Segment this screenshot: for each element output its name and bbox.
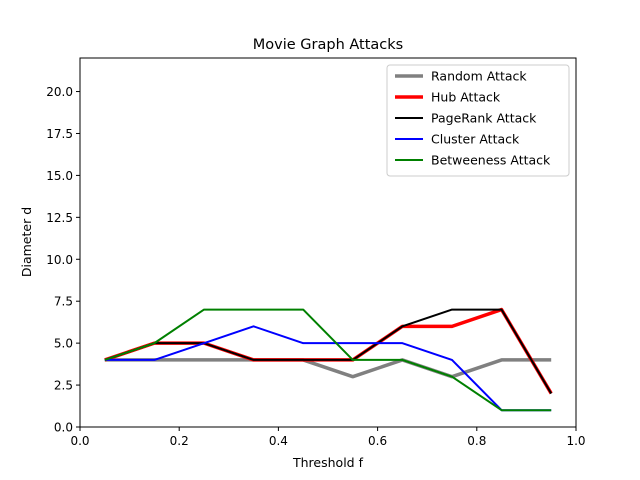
y-axis-label: Diameter d <box>19 207 34 277</box>
x-axis: 0.0 0.2 0.4 0.6 0.8 1.0 <box>70 427 586 448</box>
y-tick-label: 20.0 <box>46 85 73 99</box>
legend-label: Hub Attack <box>431 90 501 105</box>
x-tick-label: 0.8 <box>467 434 486 448</box>
y-tick-label: 0.0 <box>54 421 73 435</box>
y-tick-label: 5.0 <box>54 337 73 351</box>
x-tick-label: 0.4 <box>269 434 288 448</box>
x-tick-label: 1.0 <box>566 434 585 448</box>
legend-label: Cluster Attack <box>431 132 520 147</box>
legend-box <box>386 64 570 177</box>
legend-label: PageRank Attack <box>431 111 537 126</box>
y-tick-label: 10.0 <box>46 253 73 267</box>
series-line-cluster-attack <box>104 325 552 412</box>
series-layer <box>104 307 553 412</box>
y-tick-label: 12.5 <box>46 211 73 225</box>
legend-label: Random Attack <box>431 69 527 84</box>
y-tick-label: 17.5 <box>46 127 73 141</box>
x-tick-label: 0.2 <box>170 434 189 448</box>
x-axis-label: Threshold f <box>292 455 364 470</box>
x-tick-label: 0.6 <box>368 434 387 448</box>
plot-frame <box>79 57 577 428</box>
x-tick-label: 0.0 <box>70 434 89 448</box>
legend: Random Attack Hub Attack PageRank Attack Cl… <box>386 64 570 177</box>
y-tick-label: 2.5 <box>54 379 73 393</box>
chart-title: Movie Graph Attacks <box>253 37 403 53</box>
series-line-random-attack <box>104 358 552 379</box>
series-line-betweeness-attack <box>104 308 552 412</box>
legend-label: Betweeness Attack <box>431 153 551 168</box>
y-tick-label: 15.0 <box>46 169 73 183</box>
series-line-pagerank-attack <box>104 308 553 394</box>
y-axis: 0.0 2.5 5.0 7.5 10.0 12.5 15.0 17.5 20.0 <box>46 85 80 435</box>
y-tick-label: 7.5 <box>54 295 73 309</box>
